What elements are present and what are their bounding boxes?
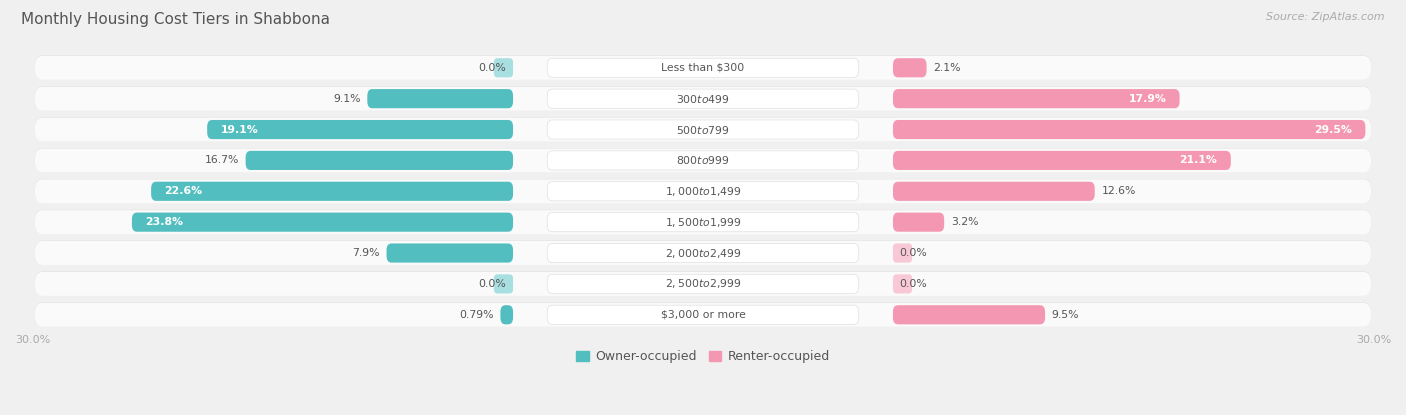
FancyBboxPatch shape [547, 274, 859, 293]
FancyBboxPatch shape [35, 179, 1371, 203]
Text: $3,000 or more: $3,000 or more [661, 310, 745, 320]
FancyBboxPatch shape [35, 149, 1371, 173]
Text: $1,500 to $1,999: $1,500 to $1,999 [665, 216, 741, 229]
Text: Source: ZipAtlas.com: Source: ZipAtlas.com [1267, 12, 1385, 22]
Text: 9.1%: 9.1% [333, 94, 360, 104]
FancyBboxPatch shape [494, 274, 513, 293]
FancyBboxPatch shape [547, 151, 859, 170]
FancyBboxPatch shape [35, 86, 1371, 110]
Text: 23.8%: 23.8% [145, 217, 183, 227]
FancyBboxPatch shape [246, 151, 513, 170]
FancyBboxPatch shape [35, 56, 1371, 80]
Text: 17.9%: 17.9% [1129, 94, 1166, 104]
FancyBboxPatch shape [35, 271, 1371, 295]
Text: 0.0%: 0.0% [900, 279, 928, 289]
FancyBboxPatch shape [35, 303, 1371, 327]
FancyBboxPatch shape [547, 58, 859, 77]
FancyBboxPatch shape [893, 274, 912, 293]
Text: 12.6%: 12.6% [1101, 186, 1136, 196]
FancyBboxPatch shape [35, 117, 1371, 142]
FancyBboxPatch shape [35, 210, 1371, 234]
FancyBboxPatch shape [547, 212, 859, 232]
Text: 0.0%: 0.0% [478, 63, 506, 73]
FancyBboxPatch shape [547, 244, 859, 263]
FancyBboxPatch shape [547, 182, 859, 201]
FancyBboxPatch shape [207, 120, 513, 139]
FancyBboxPatch shape [35, 87, 1371, 111]
Text: $2,000 to $2,499: $2,000 to $2,499 [665, 247, 741, 259]
FancyBboxPatch shape [893, 212, 945, 232]
Text: Less than $300: Less than $300 [661, 63, 745, 73]
Text: 0.0%: 0.0% [900, 248, 928, 258]
Text: Monthly Housing Cost Tiers in Shabbona: Monthly Housing Cost Tiers in Shabbona [21, 12, 330, 27]
FancyBboxPatch shape [893, 120, 1365, 139]
FancyBboxPatch shape [494, 58, 513, 77]
FancyBboxPatch shape [893, 89, 1180, 108]
FancyBboxPatch shape [547, 120, 859, 139]
FancyBboxPatch shape [35, 241, 1371, 265]
FancyBboxPatch shape [35, 272, 1371, 296]
Text: 0.79%: 0.79% [460, 310, 494, 320]
FancyBboxPatch shape [150, 182, 513, 201]
FancyBboxPatch shape [35, 210, 1371, 234]
Text: $2,500 to $2,999: $2,500 to $2,999 [665, 277, 741, 290]
FancyBboxPatch shape [35, 303, 1371, 327]
FancyBboxPatch shape [893, 151, 1230, 170]
Text: 29.5%: 29.5% [1315, 124, 1353, 134]
FancyBboxPatch shape [893, 305, 1045, 325]
Text: $300 to $499: $300 to $499 [676, 93, 730, 105]
Text: 16.7%: 16.7% [204, 155, 239, 166]
FancyBboxPatch shape [547, 89, 859, 108]
Text: 22.6%: 22.6% [165, 186, 202, 196]
FancyBboxPatch shape [501, 305, 513, 325]
FancyBboxPatch shape [35, 148, 1371, 172]
FancyBboxPatch shape [35, 117, 1371, 141]
Text: 2.1%: 2.1% [934, 63, 960, 73]
Text: 7.9%: 7.9% [353, 248, 380, 258]
Legend: Owner-occupied, Renter-occupied: Owner-occupied, Renter-occupied [571, 345, 835, 369]
FancyBboxPatch shape [893, 58, 927, 77]
Text: 0.0%: 0.0% [478, 279, 506, 289]
FancyBboxPatch shape [35, 179, 1371, 203]
FancyBboxPatch shape [35, 56, 1371, 80]
Text: 9.5%: 9.5% [1052, 310, 1080, 320]
FancyBboxPatch shape [893, 244, 912, 263]
FancyBboxPatch shape [35, 241, 1371, 265]
Text: 19.1%: 19.1% [221, 124, 259, 134]
FancyBboxPatch shape [367, 89, 513, 108]
FancyBboxPatch shape [132, 212, 513, 232]
Text: 21.1%: 21.1% [1180, 155, 1218, 166]
Text: $800 to $999: $800 to $999 [676, 154, 730, 166]
FancyBboxPatch shape [387, 244, 513, 263]
Text: $1,000 to $1,499: $1,000 to $1,499 [665, 185, 741, 198]
Text: 3.2%: 3.2% [950, 217, 979, 227]
FancyBboxPatch shape [893, 182, 1095, 201]
Text: $500 to $799: $500 to $799 [676, 124, 730, 136]
FancyBboxPatch shape [547, 305, 859, 325]
